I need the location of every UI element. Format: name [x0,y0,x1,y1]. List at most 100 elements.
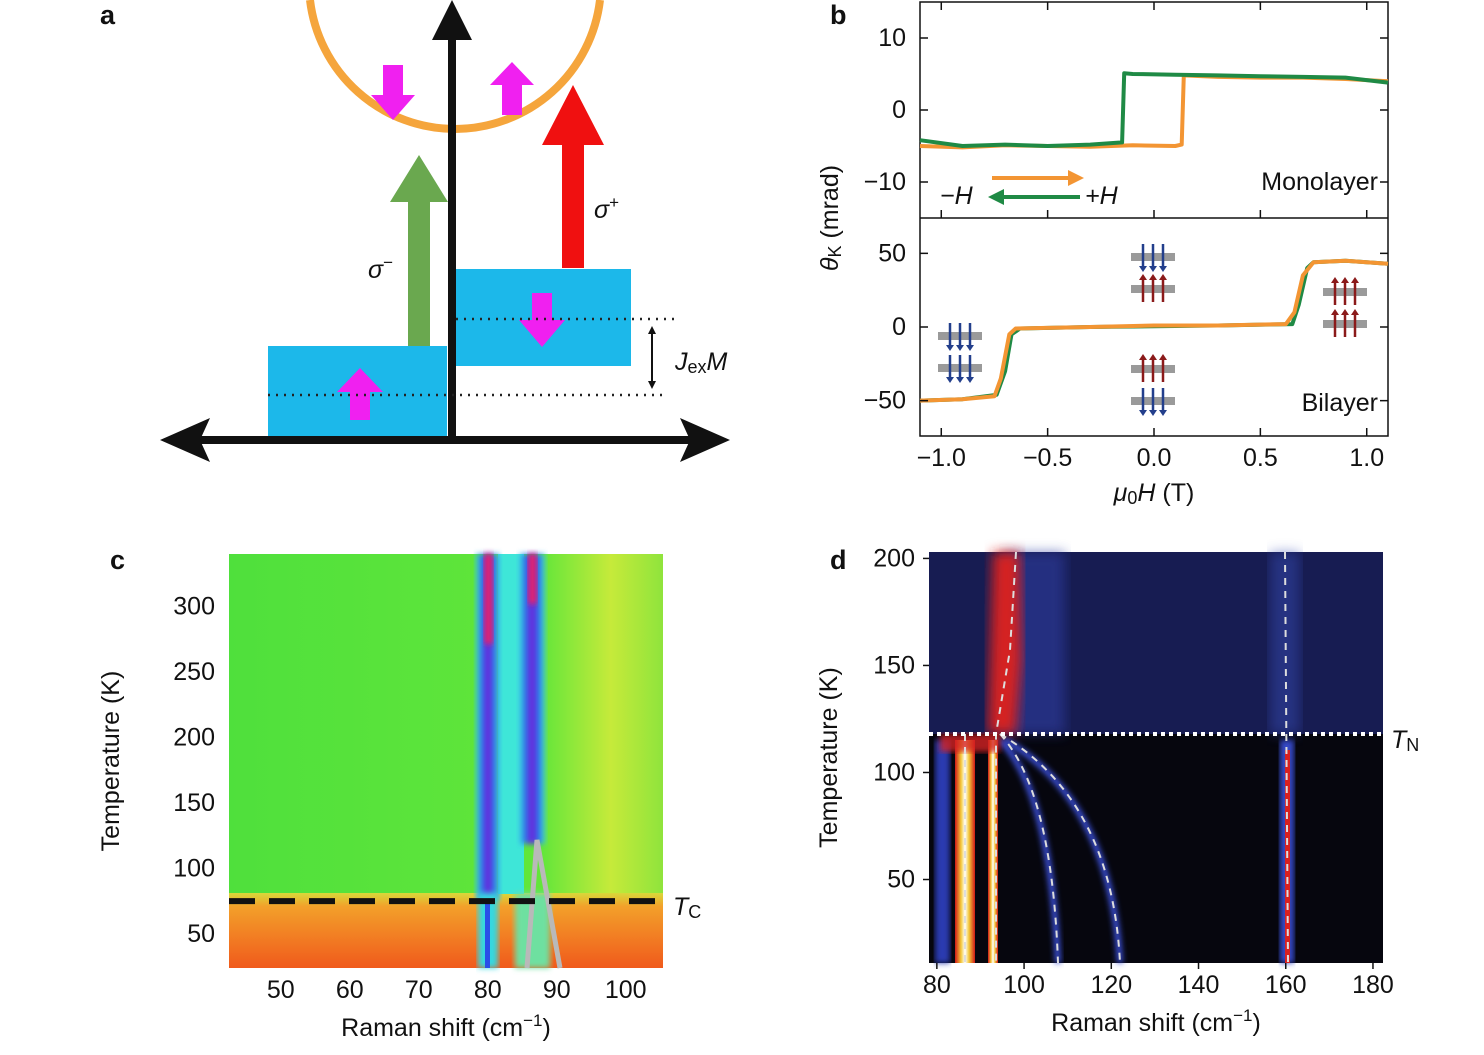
panel-a: a [100,0,730,462]
x-axis-label: μ0H (T) [1113,479,1195,508]
x-tick-label: 60 [336,976,364,1004]
label-part: σ [594,196,610,224]
panel-b [919,1,1389,437]
spin-head [1341,309,1349,315]
y-axis-label: Temperature (K) [97,671,125,852]
label-part: ) [1253,1009,1261,1037]
spin-head [1331,309,1339,315]
y-tick-label: 200 [173,723,215,751]
heatmap-peak [485,900,490,968]
y-axis-label: θK (mrad) [816,165,845,271]
label-part: C [688,903,701,923]
y-tick-label: 300 [173,592,215,620]
data-line [919,258,1389,403]
heatmap-core [528,554,537,604]
label-part: Temperature (K) [97,671,125,852]
spin-head [1139,354,1147,360]
x-tick-label: 1.0 [1349,444,1384,472]
y-axis-label: Temperature (K) [815,667,843,848]
spin-head [1159,410,1167,416]
label-part: H [1137,479,1156,507]
spin-head [1149,410,1157,416]
label-part: ) [543,1014,551,1042]
panel-label: a [100,0,116,30]
heatmap-d [929,551,1383,964]
x-tick-label: 50 [267,976,295,1004]
data-line [919,71,1389,148]
heatmap-peak [935,740,950,963]
x-tick-label: 160 [1265,971,1307,999]
spin-head [1351,309,1359,315]
sigma-plus-label: σ+ [594,193,619,224]
label-part: 0 [1127,488,1137,508]
y-tick-label: −50 [864,387,906,415]
y-tick-label: 100 [173,854,215,882]
spin-head [1159,354,1167,360]
label-part: (mrad) [816,165,844,246]
spin-arrow [371,65,415,120]
x-tick-label: 90 [543,976,571,1004]
y-tick-label: 250 [173,658,215,686]
x-tick-label: 70 [405,976,433,1004]
sweep-label: +H [1085,182,1119,210]
spin-head [1149,266,1157,272]
spin-head [1149,274,1157,280]
panel-label: b [830,0,847,30]
y-tick-label: −10 [864,168,906,196]
x-tick-label: 80 [474,976,502,1004]
spin-head [966,345,974,351]
sigma-plus-arrow [542,85,604,268]
x-tick-label: 0.5 [1243,444,1278,472]
spin-head [1139,410,1147,416]
guide-line [999,733,1121,964]
spin-head [1159,266,1167,272]
spin-head [1351,277,1359,283]
y-tick-label: 0 [892,96,906,124]
x-tick-label: −0.5 [1023,444,1072,472]
y-tick-label: 50 [887,866,915,894]
y-tick-label: 150 [873,651,915,679]
sweep-arrow-head [1068,170,1084,186]
threshold-label: TN [1391,726,1419,755]
y-tick-label: 200 [873,544,915,572]
heatmap-band [940,734,1000,752]
data-line [919,73,1389,150]
spin-head [1149,354,1157,360]
annotation: Monolayer [1261,168,1378,196]
x-tick-label: 80 [923,971,951,999]
panel-label: c [110,545,125,575]
heatmap-band [988,552,1022,734]
x-tick-label: 140 [1178,971,1220,999]
x-tick-label: 0.0 [1137,444,1172,472]
sweep-arrow-head [988,189,1004,205]
y-tick-label: 50 [878,239,906,267]
exchange-label: JexM [674,348,728,377]
guide-line [524,839,563,969]
spin-head [946,345,954,351]
label-part: − [383,253,393,272]
sweep-label: −H [940,182,974,210]
heatmap-c [229,554,663,969]
axis-head [432,0,472,40]
x-axis-label: Raman shift (cm−1) [341,1011,551,1042]
label-part: −1 [1233,1006,1252,1025]
spin-head [1139,274,1147,280]
spin-head [956,377,964,383]
label-part: K [825,245,845,257]
heatmap-peak [988,740,998,963]
panel-label: d [830,545,847,575]
label-part: σ [368,256,384,284]
label-part: Raman shift (cm [1051,1009,1233,1037]
spin-head [1331,277,1339,283]
spin-arrow [519,293,565,347]
label-part: ex [688,357,707,377]
spin-head [1159,274,1167,280]
y-tick-label: 100 [873,758,915,786]
label-part: −1 [523,1011,542,1030]
threshold-label: TC [673,893,701,922]
x-tick-label: 180 [1352,971,1394,999]
label-part: + [609,193,619,212]
label-part: (T) [1155,479,1194,507]
axis-head [160,418,210,462]
